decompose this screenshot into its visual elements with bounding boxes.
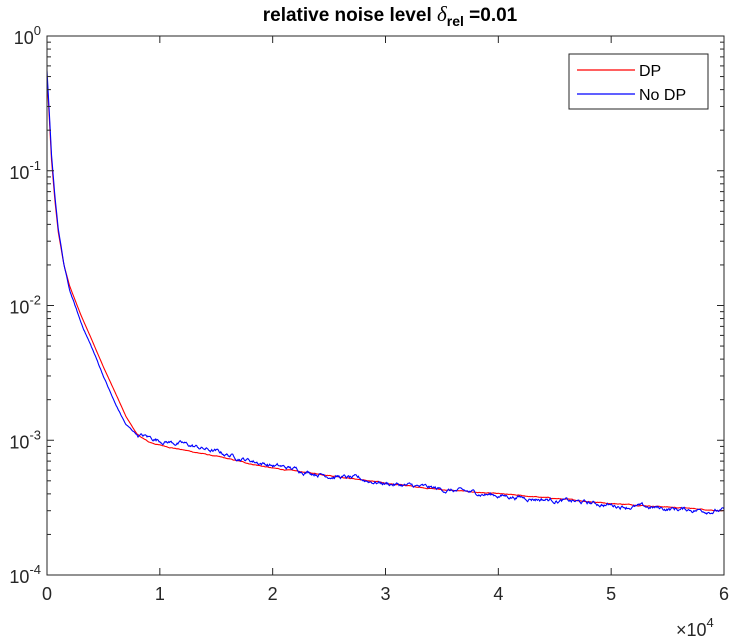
y-tick-exponent: -1 (29, 158, 41, 173)
chart-title: relative noise level δrel =0.01 (263, 2, 518, 29)
x-tick-label: 3 (380, 584, 390, 604)
plot-area (46, 70, 725, 515)
x-multiplier-base: 10 (687, 620, 707, 639)
legend-label: DP (639, 63, 661, 80)
y-tick-label: 100 (14, 23, 41, 48)
y-tick-base: 10 (14, 28, 34, 48)
title-symbol: δ (437, 2, 448, 26)
y-tick-exponent: -4 (29, 562, 41, 577)
y-tick-base: 10 (9, 163, 29, 183)
x-tick-label: 1 (155, 584, 165, 604)
y-tick-label: 10-3 (9, 427, 41, 452)
x-tick-label: 4 (493, 584, 503, 604)
x-tick-label: 2 (268, 584, 278, 604)
y-tick-base: 10 (9, 567, 29, 587)
legend-box (568, 53, 709, 110)
y-tick-base: 10 (9, 298, 29, 318)
legend: DP No DP (568, 53, 709, 110)
legend-label: No DP (639, 87, 686, 104)
title-subscript: rel (447, 13, 464, 29)
title-prefix: relative noise level (263, 5, 437, 26)
x-multiplier-times: × (676, 620, 687, 639)
y-tick-label: 10-1 (9, 158, 41, 183)
title-suffix: =0.01 (464, 5, 518, 26)
y-tick-exponent: 0 (34, 23, 41, 38)
y-tick-exponent: -3 (29, 427, 41, 442)
series-line-no-dp (46, 70, 725, 515)
x-tick-label: 6 (719, 584, 729, 604)
y-tick-label: 10-4 (9, 562, 41, 587)
x-multiplier-label: ×104 (676, 615, 714, 639)
x-tick-label: 5 (606, 584, 616, 604)
y-tick-label: 10-2 (9, 293, 41, 318)
y-tick-base: 10 (9, 432, 29, 452)
x-multiplier-exponent: 4 (707, 615, 714, 630)
x-tick-label: 0 (42, 584, 52, 604)
y-tick-exponent: -2 (29, 293, 41, 308)
